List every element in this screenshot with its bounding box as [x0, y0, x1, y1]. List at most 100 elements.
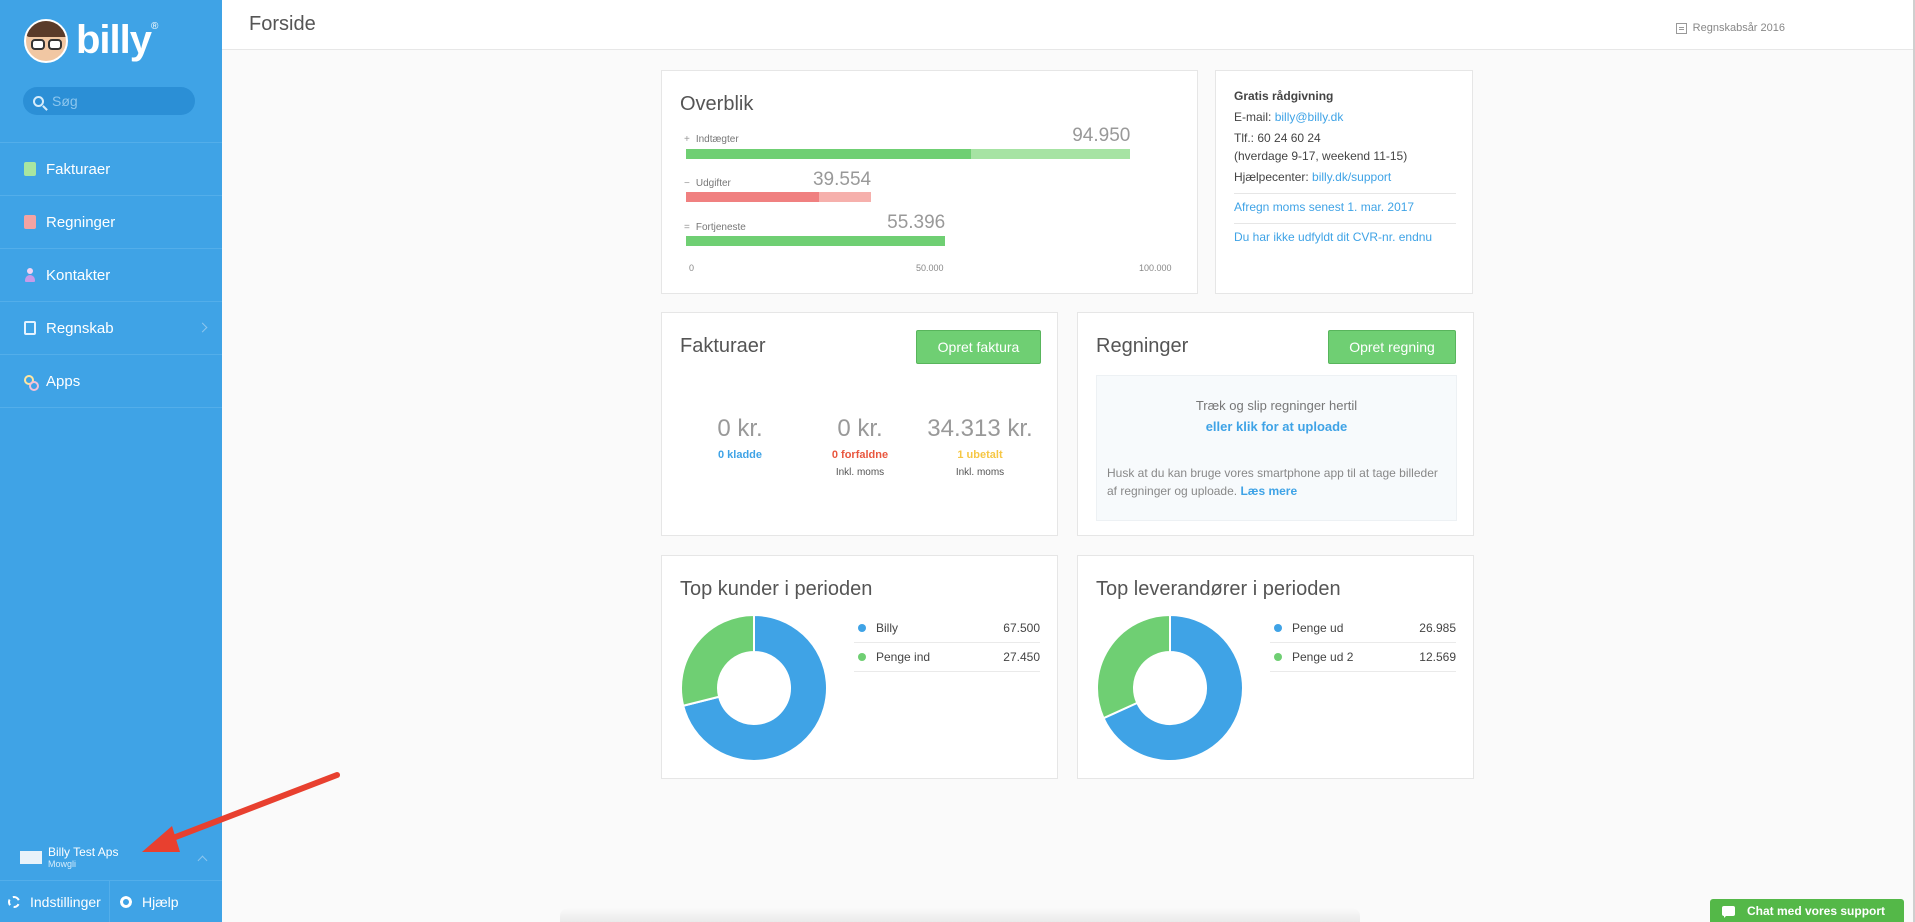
expenses-label: − Udgifter: [684, 178, 731, 189]
sidebar-item-regninger[interactable]: Regninger: [0, 196, 222, 249]
stat-note: Inkl. moms: [955, 467, 1005, 478]
invoices-title: Fakturaer: [680, 335, 766, 357]
donut-slice-0[interactable]: [681, 614, 828, 762]
draft-link[interactable]: 0 kladde: [717, 449, 763, 461]
advice-card: Gratis rådgivning E-mail: billy@billy.dk…: [1215, 70, 1473, 294]
settings-label: Indstillinger: [30, 893, 101, 910]
invoice-stat-overdue: 0 kr. 0 forfaldne Inkl. moms: [800, 415, 920, 478]
sidebar-item-label: Regnskab: [46, 319, 114, 337]
top-customers-card: Top kunder i perioden Billy 67.500 Penge…: [661, 555, 1058, 779]
sidebar-item-label: Kontakter: [46, 266, 111, 284]
company-name: Billy Test Aps: [48, 844, 119, 859]
company-switcher[interactable]: Billy Test Aps Mowgli: [0, 835, 222, 879]
app-hint: Husk at du kan bruge vores smartphone ap…: [1107, 466, 1438, 498]
legend-item[interactable]: Billy 67.500: [854, 614, 1040, 643]
sidebar-item-regnskab[interactable]: Regnskab: [0, 302, 222, 355]
top-header: Forside Regnskabsår 2016: [222, 0, 1915, 50]
scrollbar-edge: [1913, 0, 1915, 922]
email-link[interactable]: billy@billy.dk: [1274, 110, 1344, 124]
vat-deadline-link[interactable]: Afregn moms senest 1. mar. 2017: [1234, 200, 1415, 214]
stat-amount: 0 kr.: [837, 415, 883, 442]
bill-icon: [24, 215, 36, 229]
bills-title: Regninger: [1096, 335, 1189, 357]
sidebar-nav: Fakturaer Regninger Kontakter Regnskab A…: [0, 142, 222, 408]
profit-label: = Fortjeneste: [684, 222, 746, 233]
legend-dot: [1274, 624, 1282, 632]
invoice-icon: [24, 162, 36, 176]
phone-text: Tlf.: 60 24 60 24: [1234, 131, 1321, 145]
help-button[interactable]: Hjælp: [110, 881, 179, 922]
top-suppliers-card: Top leverandører i perioden Penge ud 26.…: [1077, 555, 1474, 779]
registered-mark: ®: [151, 21, 159, 32]
sidebar-item-apps[interactable]: Apps: [0, 355, 222, 408]
income-label: + Indtægter: [684, 134, 739, 145]
read-more-link[interactable]: Læs mere: [1240, 484, 1298, 498]
fiscal-year-label: Regnskabsår 2016: [1692, 22, 1785, 34]
overdue-link[interactable]: 0 forfaldne: [831, 449, 889, 461]
hours-text: (hverdage 9-17, weekend 11-15): [1234, 149, 1408, 163]
fiscal-year-selector[interactable]: Regnskabsår 2016: [1675, 22, 1785, 34]
top-customers-legend: Billy 67.500 Penge ind 27.450: [854, 614, 1040, 672]
legend-item[interactable]: Penge ind 27.450: [854, 643, 1040, 672]
help-label: Hjælp: [142, 893, 179, 910]
apps-icon: [24, 374, 39, 391]
billy-mascot-icon: [24, 18, 68, 63]
billy-logo[interactable]: billy ®: [24, 18, 158, 63]
email-label: E-mail:: [1234, 110, 1272, 124]
sidebar-item-kontakter[interactable]: Kontakter: [0, 249, 222, 302]
unpaid-link[interactable]: 1 ubetalt: [957, 449, 1003, 461]
chat-support-button[interactable]: Chat med vores support: [1710, 899, 1904, 922]
settings-button[interactable]: Indstillinger: [0, 881, 110, 922]
chevron-up-icon: [197, 855, 208, 866]
sidebar-item-label: Apps: [46, 372, 81, 390]
search-box[interactable]: [23, 87, 195, 115]
page-title: Forside: [249, 13, 316, 35]
help-center-link[interactable]: billy.dk/support: [1312, 170, 1392, 184]
create-invoice-button[interactable]: Opret faktura: [916, 330, 1041, 364]
profit-bar-paid[interactable]: [686, 236, 946, 246]
contact-icon: [24, 268, 36, 282]
advice-heading: Gratis rådgivning: [1234, 89, 1334, 103]
bill-dropzone[interactable]: Træk og slip regninger hertil eller klik…: [1096, 375, 1457, 521]
donut-slice-0[interactable]: [1102, 614, 1244, 762]
legend-item[interactable]: Penge ud 2 12.569: [1270, 643, 1456, 672]
axis-tick-0: 0: [689, 263, 695, 273]
top-suppliers-legend: Penge ud 26.985 Penge ud 2 12.569: [1270, 614, 1456, 672]
legend-name: Billy: [876, 621, 899, 635]
sidebar-footer: Indstillinger Hjælp: [0, 880, 222, 922]
income-value: 94.950: [1072, 125, 1131, 146]
expenses-bar-paid[interactable]: [686, 192, 820, 202]
sidebar-item-label: Fakturaer: [46, 160, 111, 178]
income-bar-paid[interactable]: [686, 149, 972, 159]
top-customers-title: Top kunder i perioden: [680, 578, 873, 600]
search-icon: [33, 95, 44, 107]
sidebar-item-label: Regninger: [46, 213, 116, 231]
upload-link[interactable]: eller klik for at uploade: [1205, 419, 1348, 434]
calendar-icon: [1675, 22, 1687, 34]
gear-icon: [8, 895, 20, 908]
stat-note: Inkl. moms: [835, 467, 885, 478]
legend-value: 67.500: [1003, 621, 1040, 635]
expenses-value: 39.554: [812, 169, 872, 190]
legend-value: 27.450: [1003, 650, 1040, 664]
sidebar-item-fakturaer[interactable]: Fakturaer: [0, 143, 222, 196]
help-center-label: Hjælpecenter:: [1234, 170, 1309, 184]
logo-text: billy: [76, 18, 152, 62]
stat-amount: 34.313 kr.: [927, 415, 1033, 442]
donut-slice-1[interactable]: [680, 614, 755, 707]
accounting-icon: [24, 321, 36, 335]
chat-label: Chat med vores support: [1747, 903, 1886, 918]
invoices-card: Fakturaer Opret faktura 0 kr. 0 kladde 0…: [661, 312, 1058, 536]
stat-amount: 0 kr.: [717, 415, 763, 442]
cvr-missing-link[interactable]: Du har ikke udfyldt dit CVR-nr. endnu: [1234, 230, 1433, 244]
donut-slice-1[interactable]: [1096, 614, 1171, 720]
company-logo: [20, 850, 42, 864]
search-input[interactable]: [52, 93, 182, 109]
overview-card: Overblik + Indtægter 94.950 − Udgifter 39.…: [661, 70, 1198, 294]
create-bill-button[interactable]: Opret regning: [1328, 330, 1456, 364]
legend-dot: [858, 624, 866, 632]
lifebuoy-icon: [119, 894, 133, 909]
dropzone-title: Træk og slip regninger hertil: [1195, 398, 1358, 413]
legend-value: 26.985: [1419, 621, 1456, 635]
legend-item[interactable]: Penge ud 26.985: [1270, 614, 1456, 643]
